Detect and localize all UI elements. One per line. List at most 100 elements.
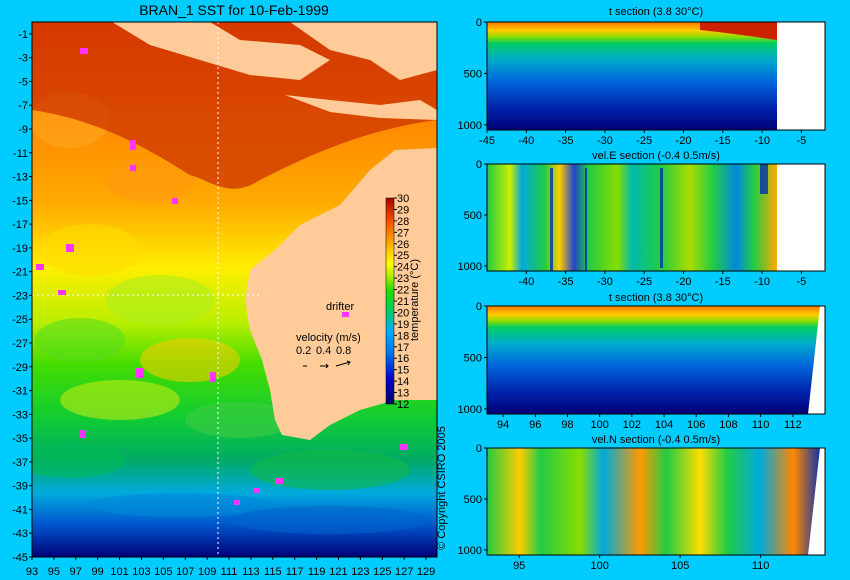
map-y-tick-label: -31 bbox=[12, 386, 28, 398]
section-x-tick-label: 105 bbox=[671, 560, 689, 572]
section-y-tick-label: 500 bbox=[464, 494, 482, 506]
t-section-lon-panel: t section (3.8 30°C) 94 96 98 100 102 104 106 1… bbox=[458, 292, 826, 431]
section-x-tick-label: -20 bbox=[676, 135, 692, 147]
section-x-tick-label: -35 bbox=[558, 135, 574, 147]
t-section-lon-axes: 94 96 98 100 102 104 106 108 110 112 0 500 1000 bbox=[458, 301, 802, 431]
map-x-tick-label: 95 bbox=[48, 566, 60, 578]
section-x-tick-label: 100 bbox=[590, 560, 608, 572]
velE-section-field bbox=[487, 164, 777, 271]
velocity-title: velocity (m/s) bbox=[296, 332, 361, 344]
colorbar-tick-label: 18 bbox=[397, 330, 409, 342]
section-x-tick-label: -10 bbox=[754, 135, 770, 147]
section-x-tick-label: -30 bbox=[597, 276, 613, 288]
map-y-tick-label: -19 bbox=[12, 243, 28, 255]
section-x-tick-label: 110 bbox=[752, 560, 770, 572]
colorbar-tick-label: 27 bbox=[397, 227, 409, 239]
section-x-tick-label: -20 bbox=[676, 276, 692, 288]
section-x-tick-label: -15 bbox=[715, 276, 731, 288]
velN-section-panel: vel.N section (-0.4 0.5m/s) 95 100 105 110 0… bbox=[458, 434, 826, 572]
section-y-tick-label: 0 bbox=[476, 17, 482, 29]
map-y-tick-label: -3 bbox=[18, 53, 28, 65]
section-x-tick-label: 102 bbox=[623, 419, 641, 431]
colorbar-tick-label: 24 bbox=[397, 262, 409, 274]
section-x-tick-label: 98 bbox=[561, 419, 573, 431]
t-section-lat-warm bbox=[700, 22, 777, 40]
section-x-tick-label: -45 bbox=[479, 135, 495, 147]
t-section-lat-panel: t section (3.8 30°C) -45 -40 -35 -30 -25 -20-… bbox=[458, 6, 826, 147]
section-y-tick-label: 1000 bbox=[458, 404, 482, 416]
map-y-tick-label: -23 bbox=[12, 290, 28, 302]
section-y-tick-label: 1000 bbox=[458, 261, 482, 273]
colorbar-tick-label: 21 bbox=[397, 296, 409, 308]
velocity-scale-2: 0.4 bbox=[316, 345, 331, 357]
map-y-tick-label: -25 bbox=[12, 314, 28, 326]
section-x-tick-label: 95 bbox=[513, 560, 525, 572]
colorbar-tick-label: 28 bbox=[397, 216, 409, 228]
section-y-tick-label: 500 bbox=[464, 68, 482, 80]
t-section-lon-field bbox=[487, 306, 820, 414]
section-x-tick-label: -10 bbox=[754, 276, 770, 288]
colorbar-tick-label: 26 bbox=[397, 239, 409, 251]
section-x-tick-label: 104 bbox=[655, 419, 673, 431]
map-x-tick-label: 121 bbox=[329, 566, 347, 578]
map-x-tick-label: 129 bbox=[417, 566, 435, 578]
section-y-tick-label: 500 bbox=[464, 210, 482, 222]
eddy-texture bbox=[32, 92, 430, 534]
colorbar-tick-label: 20 bbox=[397, 307, 409, 319]
map-y-tick-label: -21 bbox=[12, 267, 28, 279]
section-y-tick-label: 0 bbox=[476, 443, 482, 455]
map-x-tick-label: 105 bbox=[154, 566, 172, 578]
t-section-lat-title: t section (3.8 30°C) bbox=[609, 6, 703, 18]
map-x-tick-label: 109 bbox=[198, 566, 216, 578]
section-x-tick-label: 110 bbox=[752, 419, 770, 431]
colorbar-tick-label: 23 bbox=[397, 273, 409, 285]
map-x-tick-label: 111 bbox=[221, 566, 238, 578]
colorbar-tick-label: 15 bbox=[397, 365, 409, 377]
map-y-tick-label: -15 bbox=[12, 195, 28, 207]
section-y-tick-label: 1000 bbox=[458, 120, 482, 132]
map-x-tick-label: 101 bbox=[110, 566, 128, 578]
map-x-tick-label: 117 bbox=[286, 566, 304, 578]
map-x-tick-label: 93 bbox=[26, 566, 38, 578]
section-y-tick-label: 0 bbox=[476, 159, 482, 171]
map-y-tick-label: -17 bbox=[12, 219, 28, 231]
map-x-tick-label: 119 bbox=[308, 566, 326, 578]
map-y-tick-label: -43 bbox=[12, 528, 28, 540]
map-y-tick-label: -33 bbox=[12, 409, 28, 421]
velocity-arrows bbox=[303, 360, 351, 369]
velocity-scale-1: 0.2 bbox=[296, 345, 311, 357]
section-x-tick-label: -35 bbox=[558, 276, 574, 288]
drifter-markers bbox=[36, 48, 408, 505]
colorbar-tick-label: 19 bbox=[397, 319, 409, 331]
map-y-tick-label: -41 bbox=[12, 504, 28, 516]
colorbar-tick-label: 17 bbox=[397, 342, 409, 354]
map-y-tick-label: -27 bbox=[12, 338, 28, 350]
map-frame bbox=[31, 21, 438, 558]
section-y-tick-label: 500 bbox=[464, 352, 482, 364]
map-x-tick-label: 103 bbox=[132, 566, 150, 578]
t-section-lat-field bbox=[487, 22, 777, 130]
map-x-tick-label: 123 bbox=[351, 566, 369, 578]
colorbar-tick-label: 30 bbox=[397, 193, 409, 205]
section-y-tick-label: 1000 bbox=[458, 545, 482, 557]
map-x-ticks: 93 95 97 99 101 103 105 107 109 111 113 115 117 119 12… bbox=[26, 557, 435, 578]
section-x-tick-label: 112 bbox=[784, 419, 802, 431]
colorbar-tick-label: 12 bbox=[397, 399, 409, 411]
section-x-tick-label: 108 bbox=[719, 419, 737, 431]
sst-map-panel: BRAN_1 SST for 10-Feb-1999 bbox=[12, 2, 448, 578]
map-y-tick-label: -9 bbox=[18, 124, 28, 136]
velN-section-axes: 95 100 105 110 0 500 1000 bbox=[458, 443, 770, 572]
velocity-scale-3: 0.8 bbox=[336, 345, 351, 357]
section-x-tick-label: 94 bbox=[497, 419, 509, 431]
velN-section-title: vel.N section (-0.4 0.5m/s) bbox=[592, 434, 720, 446]
t-section-lon-title: t section (3.8 30°C) bbox=[609, 292, 703, 304]
velE-streaks bbox=[550, 164, 768, 271]
map-y-tick-label: -29 bbox=[12, 362, 28, 374]
drifter-label: drifter bbox=[326, 301, 354, 313]
map-y-tick-label: -7 bbox=[18, 100, 28, 112]
colorbar-tick-label: 29 bbox=[397, 204, 409, 216]
map-y-tick-label: -37 bbox=[12, 457, 28, 469]
copyright-text: © Copyright CSIRO 2005 bbox=[436, 426, 448, 550]
map-x-tick-label: 125 bbox=[373, 566, 391, 578]
